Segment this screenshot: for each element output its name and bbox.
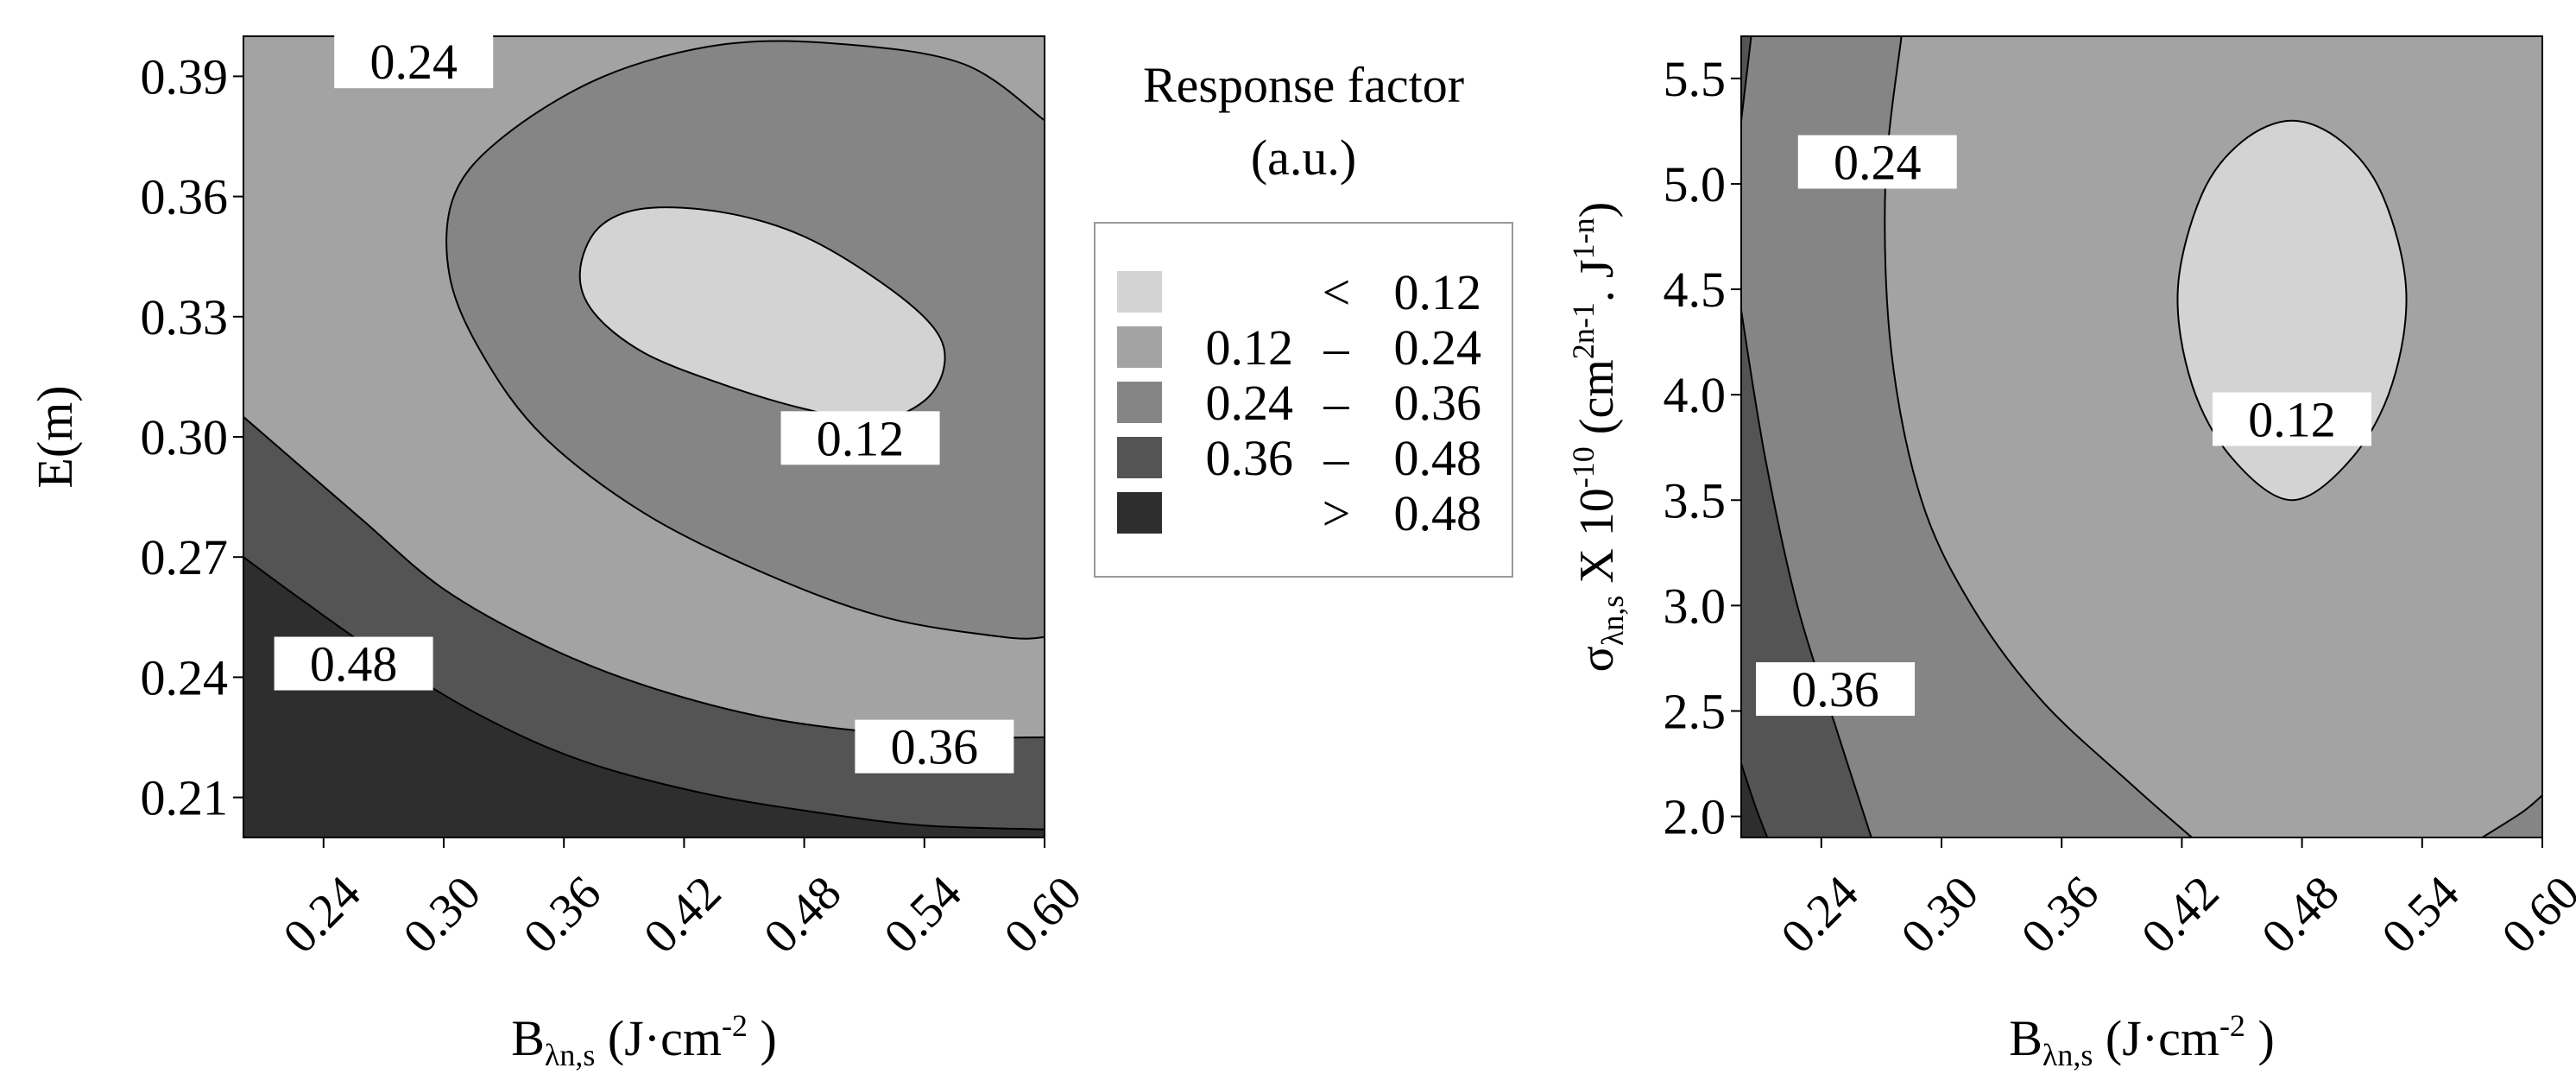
contour-line-012-0 [2176,119,2408,502]
legend-swatch [1117,271,1162,313]
contour-label-036: 0.36 [891,719,979,775]
contour-label-box [2213,392,2371,446]
y-tick-label: 0.30 [141,409,229,465]
y-tick-label: 0.27 [141,529,229,585]
legend-high: 0.24 [1394,319,1482,376]
contour-line-024-2 [2481,794,2542,837]
legend-sep: – [1323,319,1350,376]
contour-line-048-3 [243,556,1045,831]
y-tick-label: 2.5 [1664,683,1727,739]
legend-swatch [1117,326,1162,368]
x-tick-label: 0.36 [2011,866,2109,964]
band-gt-048 [1741,763,1768,837]
y-tick-label: 5.0 [1664,156,1727,212]
legend-low: 0.24 [1206,375,1294,431]
legend-swatch [1117,492,1162,534]
contour-label-048: 0.48 [310,636,398,692]
contour-label-012: 0.12 [2248,391,2336,447]
legend-swatch [1117,382,1162,423]
legend-sep: – [1323,430,1350,486]
contour-line-012-0 [578,206,946,422]
contour-label-024: 0.24 [1834,135,1922,191]
x-tick-label: 0.48 [754,866,851,964]
y-tick-label: 4.5 [1664,262,1727,318]
contour-label-036: 0.36 [1791,661,1879,717]
legend-swatch [1117,437,1162,478]
y-tick-label: 3.0 [1664,578,1727,634]
y-tick-label: 0.36 [141,169,229,225]
x-tick-label: 0.42 [2131,866,2229,964]
right-y-axis-ticks: 2.0 2.5 3.0 3.5 4.0 4.5 5.0 5.5 [1664,51,1741,845]
contour-label-box [780,411,940,465]
legend-high: 0.48 [1394,485,1482,541]
contour-label-box [334,35,494,89]
right-x-axis-ticks: 0.24 0.30 0.36 0.42 0.48 0.54 0.60 [1771,837,2576,964]
right-contour-labels: 0.24 0.12 0.36 [1756,135,2371,717]
x-tick-label: 0.60 [2492,866,2576,964]
contour-label-012: 0.12 [817,410,905,466]
x-tick-label: 0.48 [2251,866,2349,964]
left-x-axis-label: Bλn,s (J·cm-2 ) [511,1008,777,1072]
left-y-axis-label: E(m) [27,385,83,488]
right-x-axis-label: Bλn,s (J·cm-2 ) [2009,1008,2275,1072]
contour-label-box [855,719,1014,774]
x-tick-label: 0.24 [274,866,371,964]
left-y-axis-ticks: 0.21 0.24 0.27 0.30 0.33 0.36 0.39 [141,48,243,826]
legend-low: 0.36 [1206,430,1294,486]
x-tick-label: 0.30 [394,866,491,964]
y-tick-label: 3.5 [1664,472,1727,528]
legend-low: 0.12 [1206,319,1294,376]
y-tick-label: 5.5 [1664,51,1727,107]
contour-label-box [1756,662,1916,717]
legend-title-line2: (a.u.) [1251,130,1356,186]
right-plot-frame [1740,35,2543,838]
x-tick-label: 0.54 [874,866,972,964]
band-lt-012 [579,207,945,421]
contour-label-box [1797,135,1957,189]
band-gt-048 [243,557,1045,837]
y-tick-label: 0.33 [141,289,229,345]
x-tick-label: 0.42 [634,866,731,964]
x-tick-label: 0.30 [1891,866,1989,964]
right-y-axis-label: σλn,s X 10-10 (cm2n-1. J1-n) [1566,202,1630,673]
legend-high: 0.48 [1394,430,1482,486]
legend: Response factor (a.u.) <0.120.12–0.240.2… [1094,57,1513,578]
y-tick-label: 0.39 [141,48,229,104]
y-tick-label: 2.0 [1664,789,1727,845]
y-tick-label: 4.0 [1664,367,1727,423]
left-x-axis-ticks: 0.24 0.30 0.36 0.42 0.48 0.54 0.60 [274,837,1092,964]
legend-sep: < [1323,264,1351,320]
contour-label-box [274,636,433,691]
x-tick-label: 0.60 [994,866,1092,964]
right-contour-panel: 0.240.120.36 0.24 0.30 0.36 0.42 0.48 0.54 0.6… [1566,35,2576,1072]
y-tick-label: 0.21 [141,770,229,826]
legend-title-line1: Response factor [1143,57,1464,113]
legend-high: 0.36 [1394,375,1482,431]
band-024-036 [1741,36,2192,837]
contour-line-036-4 [1741,310,1872,837]
contour-label-024: 0.24 [369,34,458,90]
band-024-036-corner [2482,795,2542,837]
legend-entries: <0.120.12–0.240.24–0.360.36–0.48> 0.48 [1117,264,1481,541]
legend-box [1094,222,1513,578]
legend-high: 0.12 [1394,264,1482,320]
left-contour-panel: 0.240.120.480.36 0.24 0.30 0.36 0.42 0.48 0.5… [27,34,1092,1072]
y-tick-label: 0.24 [141,649,229,705]
legend-sep: > [1323,485,1351,541]
x-tick-label: 0.36 [514,866,611,964]
contour-line-048-5 [1741,763,1769,837]
contour-line-024-1 [445,40,1045,640]
x-tick-label: 0.54 [2372,866,2470,964]
legend-sep: – [1323,375,1350,431]
left-contour-labels: 0.24 0.12 0.48 0.36 [274,34,1014,775]
x-tick-label: 0.24 [1771,866,1869,964]
